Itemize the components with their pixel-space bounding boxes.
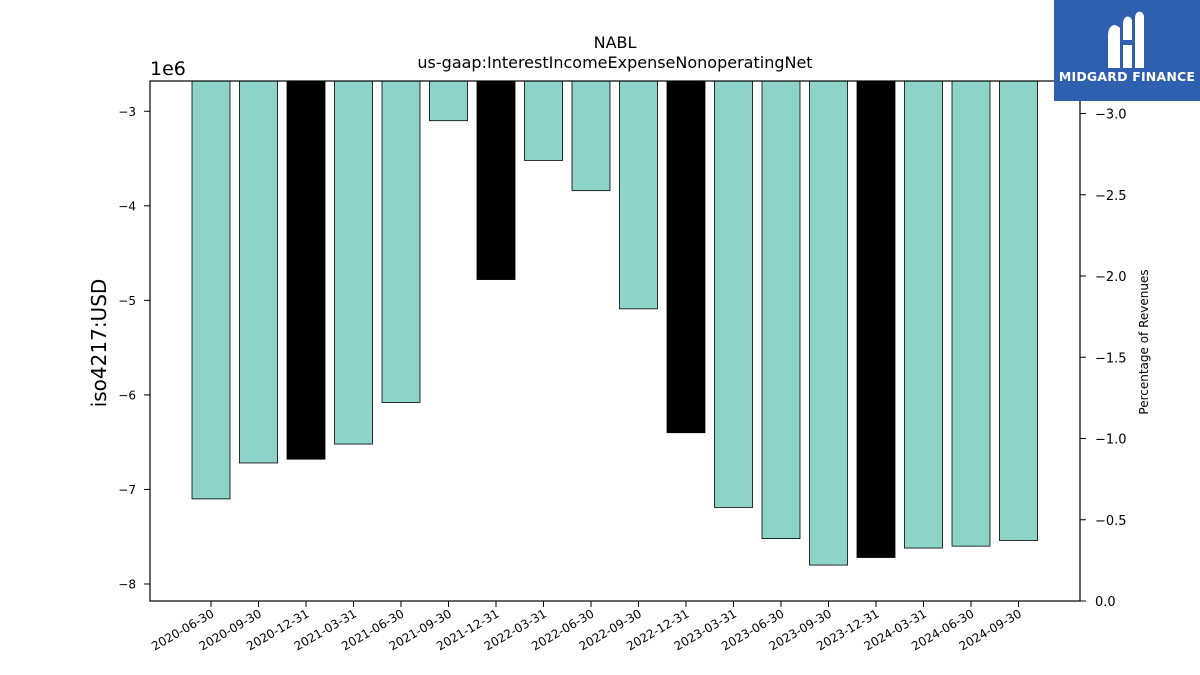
y2-tick-label: −2.5 <box>1095 189 1127 204</box>
bar-2024-09-30 <box>999 80 1038 541</box>
bar-2021-03-31 <box>334 80 373 445</box>
bar-2023-09-30 <box>809 80 848 566</box>
bar-2023-06-30 <box>761 80 801 540</box>
y2-tick-label: −2.0 <box>1095 270 1127 285</box>
bar-2023-12-31 <box>856 80 896 558</box>
bar-2021-06-30 <box>381 80 421 403</box>
bar-2024-06-30 <box>951 80 991 547</box>
bar-2022-12-31 <box>666 80 706 434</box>
bar-2020-12-31 <box>286 80 326 460</box>
bar-2024-03-31 <box>904 80 943 549</box>
y-tick-label: −3 <box>118 105 136 119</box>
bar-2020-09-30 <box>239 80 278 464</box>
y-axis-label: iso4217:USD <box>87 279 111 408</box>
bar-2022-03-31 <box>524 80 563 161</box>
midgard-logo-icon <box>1108 11 1144 68</box>
y2-tick-label: −1.5 <box>1095 351 1127 366</box>
midgard-finance-logo: MIDGARD FINANCE <box>1054 0 1200 101</box>
y2-tick-label: −0.5 <box>1095 514 1127 529</box>
bar-series <box>191 80 1038 566</box>
y2-tick-label: −1.0 <box>1095 433 1127 448</box>
y-tick-label: −8 <box>118 577 136 591</box>
x-axis: 2020-06-302020-09-302020-12-312021-03-31… <box>149 601 1024 653</box>
bar-2022-06-30 <box>571 80 611 192</box>
y2-axis-label: Percentage of Revenues <box>1137 269 1151 414</box>
plot-frame <box>149 80 1081 602</box>
bar-2022-09-30 <box>619 80 658 310</box>
bar-2023-03-31 <box>714 80 753 508</box>
chart-subtitle: us-gaap:InterestIncomeExpenseNonoperatin… <box>417 53 812 72</box>
bar-2020-06-30 <box>191 80 231 500</box>
y-tick-label: −5 <box>118 294 136 308</box>
y-offset-label: 1e6 <box>150 58 186 80</box>
y2-axis: −3.0 −2.5 −2.0 −1.5 −1.0 −0.5 0.0 <box>1080 108 1127 610</box>
y-tick-label: −7 <box>118 483 136 497</box>
y-tick-label: −6 <box>118 388 136 402</box>
y-axis: −3 −4 −5 −6 −7 −8 <box>118 105 150 591</box>
logo-text: MIDGARD FINANCE <box>1058 69 1196 84</box>
bar-2021-09-30 <box>429 80 468 122</box>
bar-2021-12-31 <box>476 80 516 280</box>
y-tick-label: −4 <box>118 199 136 213</box>
chart-title: NABL <box>594 33 637 52</box>
y2-tick-label: 0.0 <box>1095 595 1116 610</box>
y2-tick-label: −3.0 <box>1095 108 1127 123</box>
